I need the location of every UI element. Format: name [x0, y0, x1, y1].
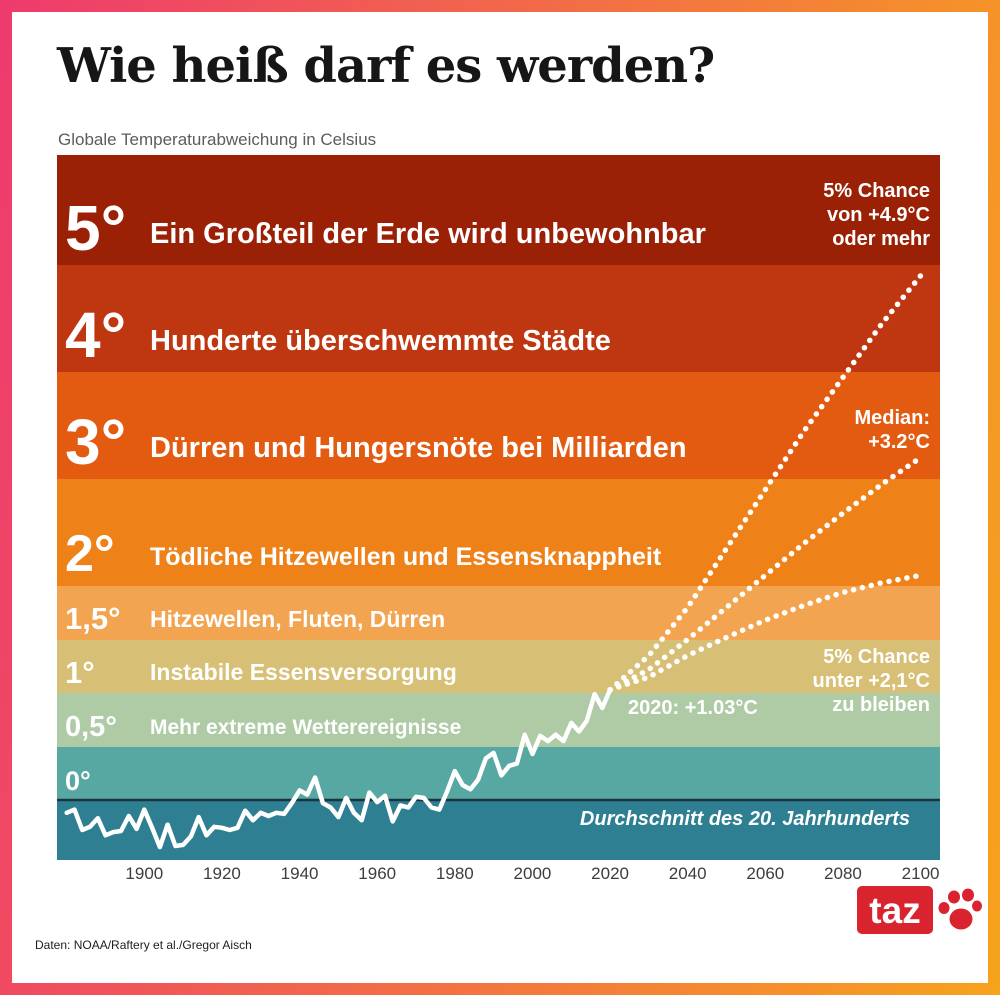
taz-logo-box: taz — [857, 886, 933, 934]
annotation-lower-bound: 5% Chance unter +2,1°C zu bleiben — [812, 646, 930, 716]
zero-line-label: Durchschnitt des 20. Jahrhunderts — [579, 808, 910, 830]
x-tick-label: 1900 — [125, 864, 164, 883]
temperature-band-5deg: 5° Ein Großteil der Erde wird unbewohnbar — [57, 155, 940, 265]
band-degree-label: 1,5° — [65, 601, 121, 637]
series-beobachtet-noaa — [64, 687, 613, 850]
x-tick-label: 2100 — [901, 864, 940, 883]
page-title: Wie heiß darf es werden? — [57, 38, 715, 94]
band-degree-label: 2° — [65, 524, 115, 583]
temperature-band-4deg: 4° Hunderte überschwemmte Städte — [57, 265, 940, 372]
temperature-chart: 5° Ein Großteil der Erde wird unbewohnbar… — [57, 155, 940, 860]
band-degree-label: 0° — [65, 766, 91, 797]
annotation-current-2020: 2020: +1.03°C — [628, 697, 758, 719]
x-tick-label: 1920 — [203, 864, 241, 883]
band-degree-label: 5° — [65, 191, 127, 264]
x-tick-label: 1960 — [358, 864, 397, 883]
series-projektion-95-perzentil — [607, 272, 924, 693]
series-projektion-median — [607, 454, 924, 693]
paw-icon — [938, 888, 982, 930]
temperature-band-2deg: 2° Tödliche Hitzewellen und Essensknapphe… — [57, 479, 940, 586]
band-impact-text: Hunderte überschwemmte Städte — [150, 325, 611, 357]
x-tick-label: 2020 — [591, 864, 629, 883]
band-degree-label: 0,5° — [65, 710, 117, 743]
band-impact-text: Hitzewellen, Fluten, Dürren — [150, 605, 446, 632]
chart-subtitle: Globale Temperaturabweichung in Celsius — [58, 130, 377, 149]
band-degree-label: 3° — [65, 405, 127, 478]
annotation-median: Median: +3.2°C — [854, 407, 930, 453]
x-tick-label: 1940 — [280, 864, 319, 883]
temperature-band-1deg: 1° Instabile Essensversorgung — [57, 639, 940, 693]
x-tick-label: 2000 — [513, 864, 552, 883]
x-tick-label: 2040 — [668, 864, 707, 883]
temperature-band-1,5deg: 1,5° Hitzewellen, Fluten, Dürren — [57, 586, 940, 640]
infographic-canvas: Wie heiß darf es werden? Globale Tempera… — [12, 12, 988, 983]
band-impact-text: Instabile Essensversorgung — [150, 659, 457, 685]
series-projektion-5-perzentil — [607, 572, 924, 693]
band-impact-text: Mehr extreme Wetterereignisse — [150, 715, 462, 739]
line-plot — [57, 272, 940, 850]
taz-logo-text: taz — [869, 889, 921, 931]
x-tick-label: 2080 — [824, 864, 862, 883]
band-impact-text: Tödliche Hitzewellen und Essensknappheit — [150, 543, 662, 571]
temperature-band-3deg: 3° Dürren und Hungersnöte bei Milliarden — [57, 372, 940, 479]
source-credit: Daten: NOAA/Raftery et al./Gregor Aisch — [35, 938, 252, 952]
x-tick-label: 2060 — [746, 864, 785, 883]
band-impact-text: Dürren und Hungersnöte bei Milliarden — [150, 432, 687, 464]
annotation-upper-bound: 5% Chance von +4.9°C oder mehr — [823, 180, 930, 250]
band-degree-label: 1° — [65, 654, 95, 690]
x-axis: 1900 1920 1940 1960 1980 2000 2020 2040 2060 2080… — [57, 864, 940, 890]
temperature-band-0,5deg: 0,5° Mehr extreme Wetterereignisse — [57, 693, 940, 747]
band-impact-text: Ein Großteil der Erde wird unbewohnbar — [150, 218, 706, 250]
taz-logo: taz — [857, 885, 982, 935]
x-tick-label: 1980 — [435, 864, 474, 883]
band-degree-label: 4° — [65, 298, 127, 371]
